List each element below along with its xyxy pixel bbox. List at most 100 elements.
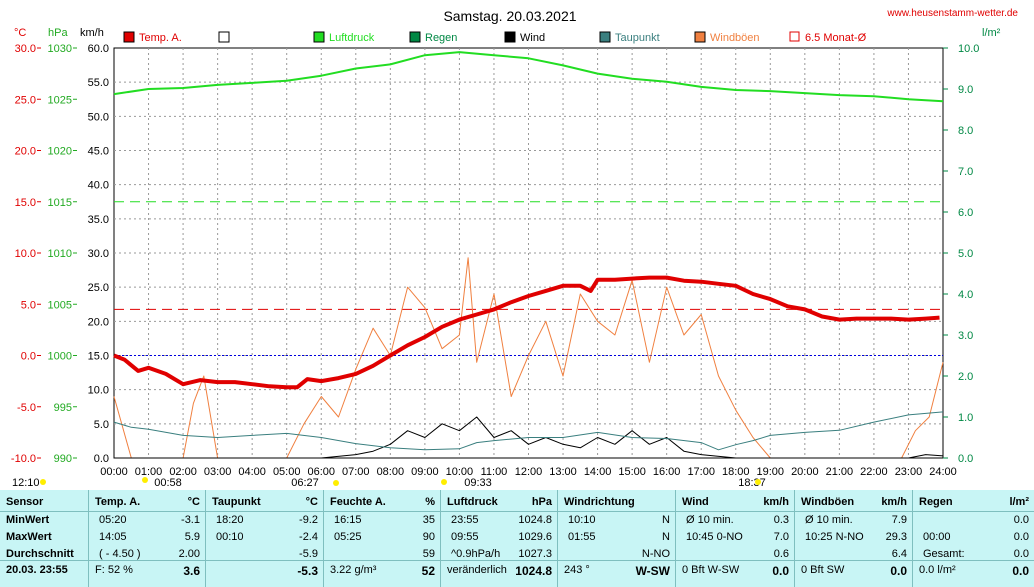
- time-tick-label: 24:00: [929, 466, 957, 478]
- unit-pressure: hPa: [48, 27, 68, 39]
- stats-column-header: Feuchte A.: [330, 496, 386, 508]
- stats-cell-time: ( - 4.50 ): [99, 548, 141, 560]
- stats-column-header: Regen: [919, 496, 953, 508]
- stats-column-header: Windböen: [801, 496, 855, 508]
- stats-column-header: Taupunkt: [212, 496, 261, 508]
- temp-tick-label: 20.0: [15, 146, 36, 158]
- stats-column: Temp. A. °C 05:20 -3.1 14:05 5.9 ( - 4.50 ) 2.0…: [88, 490, 206, 587]
- time-tick-label: 01:00: [135, 466, 163, 478]
- chart-title: Samstag. 20.03.2021: [443, 8, 576, 24]
- stats-cell-time: Gesamt:: [923, 548, 965, 560]
- event-time-label: 12:10: [12, 477, 40, 489]
- legend-label: Wind: [520, 32, 545, 44]
- stats-column: Regen l/m² 0.0 00:00 0.0 Gesamt: 0.0 0.0 l/m² 0.…: [912, 490, 1034, 587]
- time-tick-label: 20:00: [791, 466, 819, 478]
- time-tick-label: 19:00: [757, 466, 785, 478]
- event-time-label: 18:37: [738, 477, 766, 489]
- hpa-tick-label: 995: [54, 402, 72, 414]
- stats-divider: [0, 511, 1034, 512]
- legend-label: Regen: [425, 32, 457, 44]
- kmh-tick-label: 5.0: [94, 419, 109, 431]
- time-tick-label: 06:00: [307, 466, 335, 478]
- hpa-tick-label: 1010: [48, 248, 72, 260]
- kmh-tick-label: 35.0: [88, 214, 109, 226]
- stats-cell-value: -9.2: [299, 514, 318, 526]
- stats-foot-label: F: 52 %: [95, 564, 133, 576]
- hpa-tick-label: 1025: [48, 94, 72, 106]
- stats-table: Sensor MinWert MaxWert Durchschnitt 20.03. 2…: [0, 490, 1034, 587]
- stats-cell-time: 10:25 N-NO: [805, 531, 864, 543]
- stats-foot-value: 0.0: [772, 564, 789, 578]
- event-time-label: 00:58: [154, 477, 182, 489]
- temp-tick-label: 25.0: [15, 94, 36, 106]
- stats-cell-time: 01:55: [568, 531, 596, 543]
- temp-tick-label: 0.0: [21, 351, 36, 363]
- stats-column-unit: km/h: [881, 496, 907, 508]
- kmh-tick-label: 10.0: [88, 385, 109, 397]
- stats-row-label: Durchschnitt: [6, 548, 74, 560]
- time-tick-label: 07:00: [342, 466, 370, 478]
- legend-swatch: [409, 31, 421, 43]
- kmh-tick-label: 60.0: [88, 43, 109, 55]
- kmh-tick-label: 40.0: [88, 180, 109, 192]
- time-tick-label: 10:00: [446, 466, 474, 478]
- temp-tick-label: 10.0: [15, 248, 36, 260]
- legend-swatch: [789, 31, 800, 42]
- stats-date: 20.03. 23:55: [6, 564, 68, 576]
- rain-tick-label: 4.0: [958, 289, 973, 301]
- kmh-tick-label: 0.0: [94, 453, 109, 465]
- stats-cell-time: 05:25: [334, 531, 362, 543]
- stats-divider: [0, 560, 1034, 561]
- time-tick-label: 23:00: [895, 466, 923, 478]
- unit-temp: °C: [14, 27, 26, 39]
- stats-cell-time: Ø 10 min.: [805, 514, 853, 526]
- stats-cell-time: 14:05: [99, 531, 127, 543]
- rain-tick-label: 9.0: [958, 84, 973, 96]
- legend-label: Windböen: [710, 32, 760, 44]
- stats-row-label: MaxWert: [6, 531, 52, 543]
- rain-tick-label: 2.0: [958, 371, 973, 383]
- stats-cell-time: 05:20: [99, 514, 127, 526]
- stats-cell-value: N: [662, 514, 670, 526]
- time-tick-label: 03:00: [204, 466, 232, 478]
- sun-marker: [142, 477, 148, 483]
- kmh-tick-label: 45.0: [88, 146, 109, 158]
- stats-cell-time: 18:20: [216, 514, 244, 526]
- stats-cell-value: 0.0: [1013, 514, 1029, 526]
- stats-column: Luftdruck hPa 23:55 1024.8 09:55 1029.6 ^0.9hP…: [440, 490, 558, 587]
- time-tick-label: 08:00: [377, 466, 405, 478]
- stats-column-unit: hPa: [531, 496, 552, 508]
- legend-swatch: [599, 31, 611, 43]
- time-tick-label: 11:00: [481, 466, 508, 478]
- sun-marker: [40, 479, 46, 485]
- rain-tick-label: 8.0: [958, 125, 973, 137]
- time-tick-label: 22:00: [860, 466, 888, 478]
- stats-cell-value: -5.9: [299, 548, 318, 560]
- hpa-tick-label: 1020: [48, 146, 72, 158]
- temp-tick-label: -5.0: [17, 402, 36, 414]
- stats-column-unit: km/h: [763, 496, 789, 508]
- stats-column: Sensor MinWert MaxWert Durchschnitt 20.03. 2…: [0, 490, 88, 587]
- time-tick-label: 09:00: [411, 466, 439, 478]
- stats-column: Taupunkt °C 18:20 -9.2 00:10 -2.4 -5.9 -5.3: [205, 490, 324, 587]
- time-tick-label: 05:00: [273, 466, 301, 478]
- legend-swatch: [218, 31, 230, 43]
- time-tick-label: 17:00: [687, 466, 715, 478]
- sun-marker: [333, 480, 339, 486]
- stats-column-unit: °C: [305, 496, 318, 508]
- legend-label: Luftdruck: [329, 32, 375, 44]
- stats-cell-time: 00:00: [923, 531, 951, 543]
- stats-column-unit: °C: [187, 496, 200, 508]
- stats-cell-value: 0.6: [773, 548, 789, 560]
- hpa-tick-label: 990: [54, 453, 72, 465]
- stats-column-header: Windrichtung: [564, 496, 635, 508]
- temp-tick-label: -10.0: [11, 453, 36, 465]
- stats-cell-time: ^0.9hPa/h: [451, 548, 501, 560]
- kmh-tick-label: 30.0: [88, 248, 109, 260]
- stats-foot-value: -5.3: [297, 564, 318, 578]
- legend-swatch: [123, 31, 135, 43]
- time-tick-label: 13:00: [549, 466, 577, 478]
- stats-cell-time: 10:10: [568, 514, 596, 526]
- unit-wind: km/h: [80, 27, 104, 39]
- stats-cell-value: 1027.3: [518, 548, 552, 560]
